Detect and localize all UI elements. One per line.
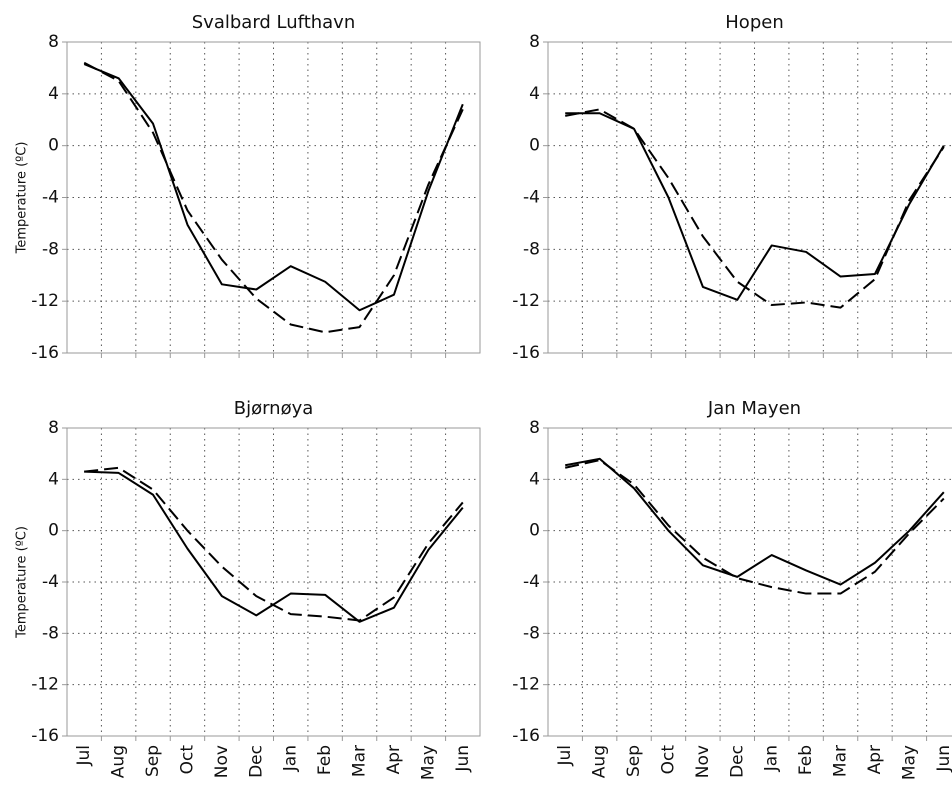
x-tick-label: May xyxy=(418,745,438,780)
y-tick-label: -12 xyxy=(512,291,540,311)
chart-title: Jan Mayen xyxy=(707,398,801,419)
plot-frame xyxy=(66,427,481,737)
y-tick-label: -4 xyxy=(523,188,540,208)
y-tick-label: -8 xyxy=(42,239,59,259)
series-line xyxy=(83,63,464,312)
y-tick-label: 0 xyxy=(529,136,540,156)
y-tick-label: -16 xyxy=(31,726,59,746)
chart-title: Hopen xyxy=(725,12,783,33)
y-axis-label: Temperature (ºC) xyxy=(15,526,30,639)
x-tick-label: Jan xyxy=(281,745,301,772)
y-axis-label: Temperature (ºC) xyxy=(15,142,30,255)
x-tick-label: Oct xyxy=(177,745,197,775)
x-tick-label: Apr xyxy=(384,745,404,774)
y-tick-label: -16 xyxy=(512,343,540,363)
y-tick-label: 8 xyxy=(48,32,59,52)
x-tick-label: Dec xyxy=(727,745,747,778)
plot-frame xyxy=(547,427,952,737)
series-line xyxy=(565,457,945,586)
y-tick-label: 8 xyxy=(529,418,540,438)
series-line xyxy=(83,61,464,334)
x-tick-label: Feb xyxy=(796,745,816,775)
x-tick-label: Jul xyxy=(74,745,94,767)
x-tick-label: Oct xyxy=(658,745,678,775)
series-line xyxy=(564,459,945,595)
y-tick-label: -4 xyxy=(523,572,540,592)
chart-title: Bjørnøya xyxy=(234,398,314,419)
x-tick-label: Dec xyxy=(246,745,266,778)
y-tick-label: -16 xyxy=(512,726,540,746)
x-tick-label: Sep xyxy=(624,745,644,777)
x-tick-label: Mar xyxy=(831,745,851,777)
y-tick-label: 4 xyxy=(48,84,59,104)
series-line xyxy=(84,466,464,622)
x-tick-label: Nov xyxy=(212,745,232,778)
x-tick-label: Aug xyxy=(109,745,129,778)
x-tick-label: Apr xyxy=(865,745,885,774)
x-tick-label: Jun xyxy=(934,745,952,773)
y-tick-label: 4 xyxy=(529,84,540,104)
y-tick-label: 4 xyxy=(529,469,540,489)
x-tick-label: May xyxy=(899,745,919,780)
y-tick-label: 0 xyxy=(48,521,59,541)
x-tick-label: Nov xyxy=(693,745,713,778)
y-tick-label: -4 xyxy=(42,572,59,592)
chart-title: Svalbard Lufthavn xyxy=(192,12,356,33)
y-tick-label: -8 xyxy=(523,239,540,259)
x-tick-label: Feb xyxy=(315,745,335,775)
plot-frame xyxy=(66,41,481,354)
y-tick-label: -8 xyxy=(523,623,540,643)
x-tick-label: Aug xyxy=(590,745,610,778)
plot-frame xyxy=(547,41,952,354)
x-tick-label: Sep xyxy=(143,745,163,777)
y-tick-label: -12 xyxy=(31,291,59,311)
x-tick-label: Jan xyxy=(762,745,782,772)
y-tick-label: 0 xyxy=(529,521,540,541)
y-tick-label: 4 xyxy=(48,469,59,489)
x-tick-label: Mar xyxy=(350,745,370,777)
y-tick-label: -12 xyxy=(31,675,59,695)
y-tick-label: 0 xyxy=(48,136,59,156)
y-tick-label: -4 xyxy=(42,188,59,208)
x-tick-label: Jun xyxy=(453,745,473,773)
y-tick-label: -8 xyxy=(42,623,59,643)
y-tick-label: -16 xyxy=(31,343,59,363)
x-tick-label: Jul xyxy=(555,745,575,767)
series-line xyxy=(565,108,945,309)
y-tick-label: 8 xyxy=(529,32,540,52)
y-tick-label: -12 xyxy=(512,675,540,695)
y-tick-label: 8 xyxy=(48,418,59,438)
